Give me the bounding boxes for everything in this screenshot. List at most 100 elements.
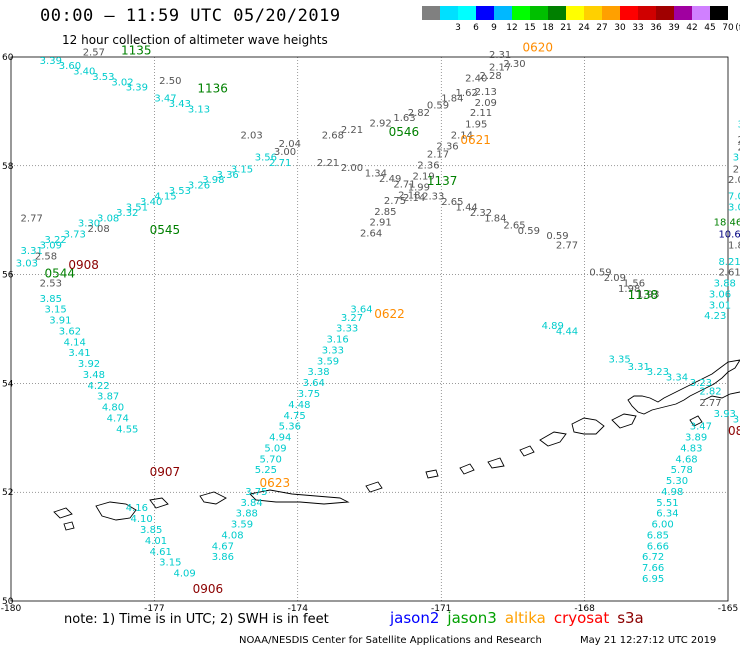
color-scale-label: 33: [632, 23, 644, 33]
satellite-legend: jason2 jason3 altika cryosat s3a: [390, 609, 652, 627]
wave-height-value: 3.64: [350, 305, 372, 316]
pass-time-label: 1138: [628, 288, 659, 302]
wave-height-value: 3.53: [169, 186, 191, 197]
latitude-tick-label: 58: [2, 162, 14, 172]
wave-height-value: 3.38: [307, 367, 329, 378]
color-scale-label: 36: [650, 23, 662, 33]
credit-line: NOAA/NESDIS Center for Satellite Applica…: [239, 635, 542, 646]
wave-height-value: 3.75: [245, 487, 267, 498]
latitude-ticks: 60 58 56 54 52 50: [2, 53, 14, 607]
wave-height-value: 3.24: [733, 152, 740, 163]
wave-height-value: 2.50: [159, 76, 181, 87]
wave-height-value: 2.33: [422, 192, 444, 203]
wave-height-value: 1.63: [393, 113, 415, 124]
wave-height-value: 4.74: [107, 413, 129, 424]
color-scale-label: 39: [668, 23, 680, 33]
pass-time-label: 0622: [374, 307, 405, 321]
wave-height-value: 3.47: [154, 94, 176, 105]
wave-height-value: 2.28: [479, 71, 501, 82]
wave-height-value: 3.98: [202, 175, 224, 186]
wave-height-value: 2.64: [360, 229, 382, 240]
wave-height-value: 5.09: [264, 443, 286, 454]
longitude-tick-label: -165: [718, 604, 738, 614]
color-scale-label: 18: [542, 23, 554, 33]
aleutian-islets-5: [365, 481, 383, 493]
wave-height-value: 2.60: [733, 164, 740, 175]
color-swatch: [692, 6, 710, 20]
wave-height-value: 4.61: [150, 547, 172, 558]
rat-islands: [149, 497, 169, 509]
wave-height-value: 3.31: [628, 362, 650, 373]
wave-height-value: 3.15: [231, 164, 253, 175]
wave-height-value: 4.44: [556, 326, 578, 337]
wave-height-value: 6.34: [656, 509, 678, 520]
aleutian-islets-3: [459, 463, 475, 475]
color-swatch: [548, 6, 566, 20]
wave-height-value: 4.89: [542, 321, 564, 332]
wave-height-value: 2.77: [21, 213, 43, 224]
wave-height-value: 2.11: [470, 108, 492, 119]
wave-height-value: 3.40: [140, 197, 162, 208]
wave-height-value: 3.87: [97, 392, 119, 403]
wave-height-value: 4.14: [64, 337, 86, 348]
wave-height-value: 4.22: [87, 381, 109, 392]
wave-height-value: 2.77: [556, 240, 578, 251]
wave-height-value: 2.36: [417, 161, 439, 172]
wave-height-value: 2.18: [398, 190, 420, 201]
wave-height-value: 3.08: [97, 213, 119, 224]
wave-height-value: 3.16: [326, 335, 348, 346]
wave-height-value: 2.58: [35, 251, 57, 262]
wave-height-value: 4.23: [704, 311, 726, 322]
aleutian-islets-4: [425, 469, 439, 479]
wave-height-value: 3.40: [73, 66, 95, 77]
wave-height-value: 3.89: [685, 433, 707, 444]
wave-height-value: 4.16: [126, 503, 148, 514]
color-scale-label: 45: [704, 23, 716, 33]
wave-height-value: 2.71: [393, 180, 415, 191]
pass-time-label: 0546: [389, 125, 420, 139]
pass-time-label: 0623: [260, 476, 291, 490]
color-swatch: [530, 6, 548, 20]
color-scale-unit: (ft): [735, 23, 740, 33]
pass-time-label: 0907: [150, 465, 181, 479]
wave-height-value: 3.23: [690, 378, 712, 389]
aleutian-islets-1: [519, 445, 535, 457]
pass-time-label: 0816: [728, 424, 740, 438]
latitude-tick-label: 60: [2, 53, 14, 63]
near-islands: [95, 501, 137, 521]
wave-height-value: 3.32: [116, 208, 138, 219]
umnak-island: [539, 431, 567, 447]
attu-islets: [53, 507, 73, 519]
color-swatch: [440, 6, 458, 20]
color-scale-label: 15: [524, 23, 536, 33]
wave-height-value: 5.70: [260, 454, 282, 465]
color-scale-label: 9: [491, 23, 497, 33]
wave-height-value: 3.62: [59, 326, 81, 337]
pass-time-label: 1135: [121, 43, 152, 57]
pribilof-islet: [689, 415, 703, 427]
latitude-tick-label: 52: [2, 488, 13, 498]
color-scale-label: 24: [578, 23, 590, 33]
wave-height-value: 3.35: [609, 355, 631, 366]
wave-height-value: 2.92: [370, 119, 392, 130]
pass-time-label: 0620: [522, 41, 553, 55]
wave-height-value: 2.00: [341, 163, 363, 174]
wave-height-value: 3.91: [49, 316, 71, 327]
wave-height-value: 0.59: [518, 226, 540, 237]
adak-area: [199, 491, 227, 505]
wave-height-value: 1.93: [637, 289, 659, 300]
wave-height-value: 5.51: [656, 498, 678, 509]
latitude-tick-label: 56: [2, 271, 14, 281]
wave-height-value: 3.02: [111, 77, 133, 88]
color-swatch: [638, 6, 656, 20]
wave-height-value: 2.65: [503, 220, 525, 231]
longitude-tick-label: -174: [288, 604, 309, 614]
wave-height-value: 1.34: [365, 169, 387, 180]
wave-height-value: 2.14: [451, 131, 473, 142]
wave-height-value: 1.84: [441, 94, 463, 105]
mainland-edge: [703, 391, 740, 401]
wave-height-value: 3.23: [647, 367, 669, 378]
color-swatch: [458, 6, 476, 20]
wave-height-value: 2.40: [465, 73, 487, 84]
color-swatch: [602, 6, 620, 20]
